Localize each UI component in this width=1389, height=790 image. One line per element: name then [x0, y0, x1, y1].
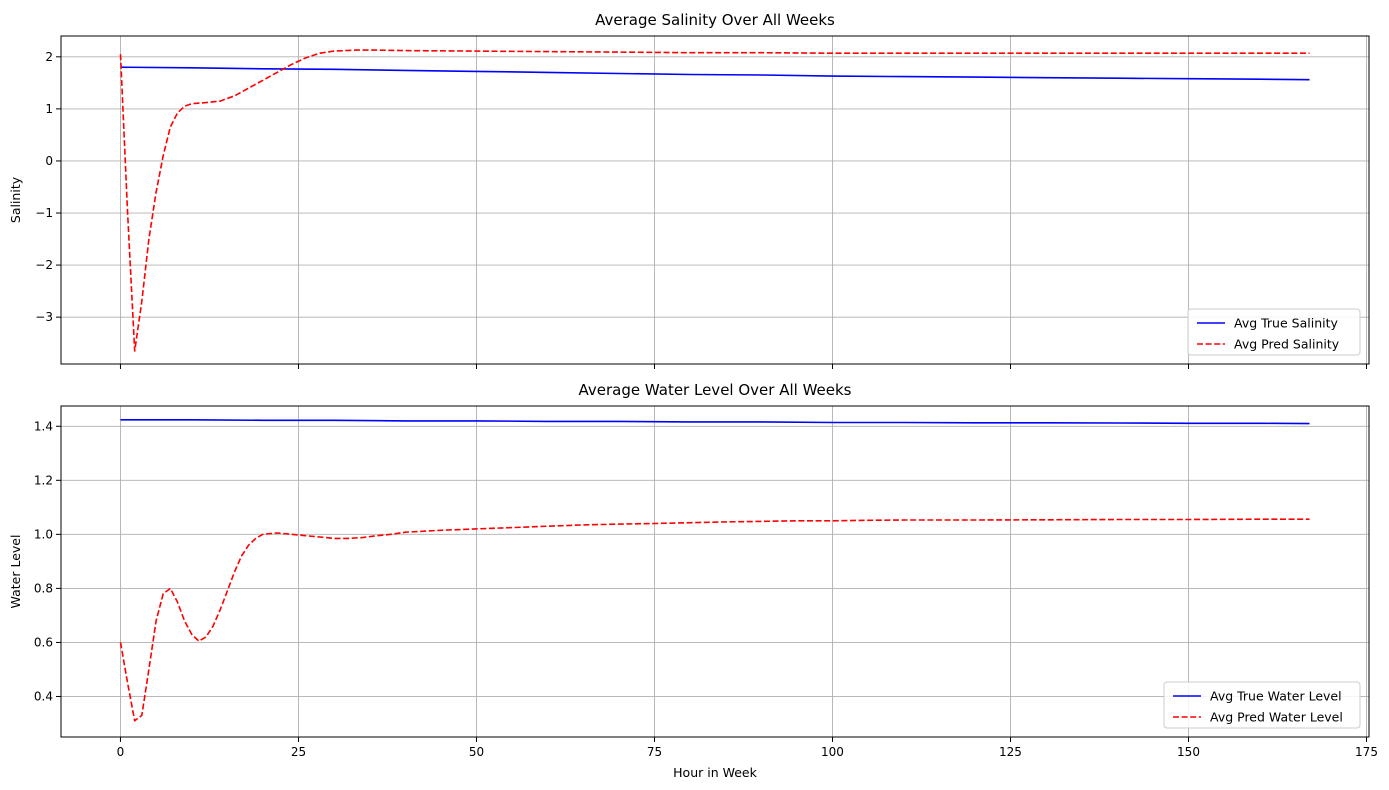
water-level-subplot: 0 25 50 75 100 125 150 175 0.4 0.6 0.8 1.0 1.2 1.4 Av… — [8, 381, 1378, 780]
x-axis-label: Hour in Week — [673, 765, 757, 780]
water-level-y-axis-label: Water Level — [8, 535, 23, 609]
salinity-series-true-line — [120, 66, 1310, 81]
salinity-subplot: −3 −2 −1 0 1 2 Average Salinity Over All Week… — [8, 11, 1370, 369]
water-level-series-pred-line — [119, 518, 1310, 722]
water-level-ytick-label-0-6: 0.6 — [34, 635, 53, 649]
salinity-series — [119, 49, 1310, 352]
salinity-ytick-label-1: 1 — [45, 102, 53, 116]
salinity-y-axis-label: Salinity — [8, 176, 23, 223]
water-level-series — [119, 418, 1310, 722]
water-level-ytick-label-0-8: 0.8 — [34, 581, 53, 595]
water-level-chart-title: Average Water Level Over All Weeks — [579, 381, 852, 399]
water-level-xtick-label-50: 50 — [469, 745, 484, 759]
water-level-xtick-label-100: 100 — [821, 745, 844, 759]
salinity-ytick-label-2: 2 — [45, 50, 53, 64]
water-level-xtick-label-175: 175 — [1355, 745, 1378, 759]
salinity-ytick-label-0: 0 — [45, 154, 53, 168]
water-level-xtick-label-0: 0 — [117, 745, 125, 759]
water-level-xtick-label-25: 25 — [291, 745, 306, 759]
salinity-legend-box — [1187, 308, 1361, 356]
salinity-legend-label-1: Avg Pred Salinity — [1234, 337, 1340, 352]
salinity-ytick-label--2: −2 — [35, 258, 53, 272]
salinity-chart-title: Average Salinity Over All Weeks — [595, 11, 835, 29]
water-level-ytick-label-1: 1.0 — [34, 527, 53, 541]
salinity-ticks: −3 −2 −1 0 1 2 — [35, 50, 1368, 369]
water-level-legend: Avg True Water Level Avg Pred Water Level — [1163, 681, 1361, 729]
salinity-grid — [61, 36, 1369, 364]
water-level-legend-label-0: Avg True Water Level — [1210, 689, 1342, 704]
water-level-ticks: 0 25 50 75 100 125 150 175 0.4 0.6 0.8 1.0 1.2 1.4 — [34, 419, 1378, 759]
salinity-ytick-label--3: −3 — [35, 310, 53, 324]
salinity-series-pred-line — [119, 49, 1310, 352]
water-level-axes-frame — [60, 405, 1370, 738]
salinity-ytick-label--1: −1 — [35, 206, 53, 220]
water-level-ytick-label-1-4: 1.4 — [34, 419, 53, 433]
water-level-ytick-label-0-4: 0.4 — [34, 689, 53, 703]
water-level-xtick-label-125: 125 — [999, 745, 1022, 759]
water-level-grid — [61, 406, 1369, 737]
salinity-axes-frame — [60, 35, 1370, 365]
water-level-xtick-label-150: 150 — [1177, 745, 1200, 759]
salinity-legend: Avg True Salinity Avg Pred Salinity — [1187, 308, 1361, 356]
water-level-legend-label-1: Avg Pred Water Level — [1210, 710, 1343, 725]
salinity-legend-label-0: Avg True Salinity — [1234, 316, 1338, 331]
water-level-xtick-label-75: 75 — [647, 745, 662, 759]
water-level-series-true-line — [120, 418, 1310, 425]
water-level-ytick-label-1-2: 1.2 — [34, 473, 53, 487]
water-level-legend-box — [1163, 681, 1361, 729]
